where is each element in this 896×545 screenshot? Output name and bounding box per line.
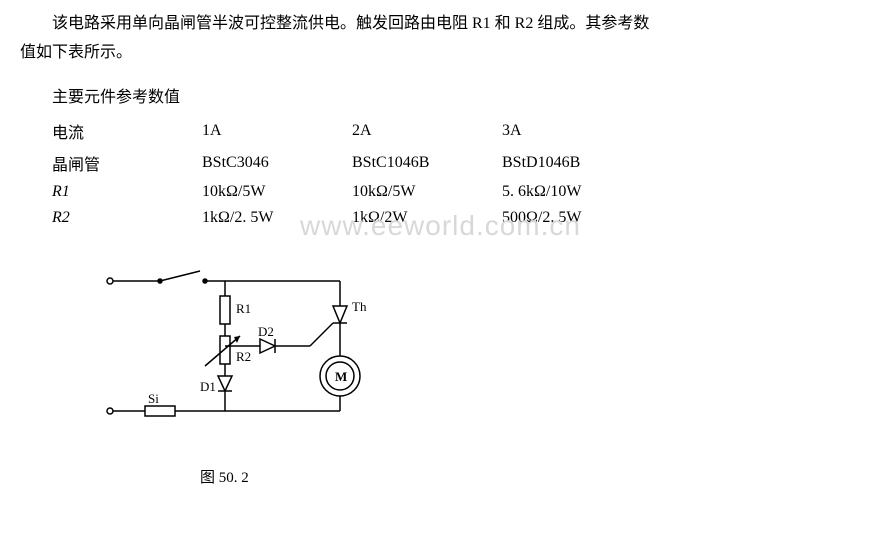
- cell-label: R1: [52, 179, 202, 205]
- diode-d2-triangle: [260, 339, 275, 353]
- cell-label: 电流: [52, 115, 202, 147]
- input-terminal-bottom: [107, 408, 113, 414]
- cell-val: 2A: [352, 115, 502, 147]
- params-table-section: 主要元件参考数值 电流 1A 2A 3A 晶闸管 BStC3046 BStC10…: [52, 83, 876, 231]
- description-text: 该电路采用单向晶闸管半波可控整流供电。触发回路由电阻 R1 和 R2 组成。其参…: [20, 10, 876, 68]
- cell-val: BStD1046B: [502, 147, 652, 179]
- resistor-r2: [220, 336, 230, 364]
- circuit-svg: R1 R2 D1 D2 Th M Si: [100, 261, 420, 441]
- input-terminal-top: [107, 278, 113, 284]
- cell-val: 10kΩ/5W: [352, 179, 502, 205]
- circuit-diagram: R1 R2 D1 D2 Th M Si: [100, 261, 420, 441]
- params-table: 电流 1A 2A 3A 晶闸管 BStC3046 BStC1046B BStD1…: [52, 115, 652, 231]
- cell-val: 10kΩ/5W: [202, 179, 352, 205]
- cell-val: 1kΩ/2W: [352, 205, 502, 231]
- table-row: 晶闸管 BStC3046 BStC1046B BStD1046B: [52, 147, 652, 179]
- cell-label: 晶闸管: [52, 147, 202, 179]
- label-r1: R1: [236, 301, 251, 316]
- fuse-si: [145, 406, 175, 416]
- desc-line-1: 该电路采用单向晶闸管半波可控整流供电。触发回路由电阻 R1 和 R2 组成。其参…: [20, 10, 876, 39]
- desc-line-2: 值如下表所示。: [20, 39, 876, 68]
- table-row: R2 1kΩ/2. 5W 1kΩ/2W 500Ω/2. 5W: [52, 205, 652, 231]
- label-m: M: [335, 369, 347, 384]
- cell-val: 1A: [202, 115, 352, 147]
- thyristor-gate: [310, 323, 333, 346]
- cell-val: BStC1046B: [352, 147, 502, 179]
- label-r2: R2: [236, 349, 251, 364]
- label-d2: D2: [258, 324, 274, 339]
- cell-label: R2: [52, 205, 202, 231]
- resistor-r1: [220, 296, 230, 324]
- thyristor-triangle: [333, 306, 347, 323]
- pot-wiper: [205, 336, 240, 366]
- cell-val: 5. 6kΩ/10W: [502, 179, 652, 205]
- cell-val: 500Ω/2. 5W: [502, 205, 652, 231]
- table-row: 电流 1A 2A 3A: [52, 115, 652, 147]
- table-row: R1 10kΩ/5W 10kΩ/5W 5. 6kΩ/10W: [52, 179, 652, 205]
- switch-arm: [160, 271, 200, 281]
- cell-val: 1kΩ/2. 5W: [202, 205, 352, 231]
- label-d1: D1: [200, 379, 216, 394]
- figure-caption: 图 50. 2: [200, 466, 876, 487]
- label-th: Th: [352, 299, 367, 314]
- cell-val: BStC3046: [202, 147, 352, 179]
- diode-d1-triangle: [218, 376, 232, 391]
- label-si: Si: [148, 391, 159, 406]
- table-title: 主要元件参考数值: [52, 83, 876, 107]
- cell-val: 3A: [502, 115, 652, 147]
